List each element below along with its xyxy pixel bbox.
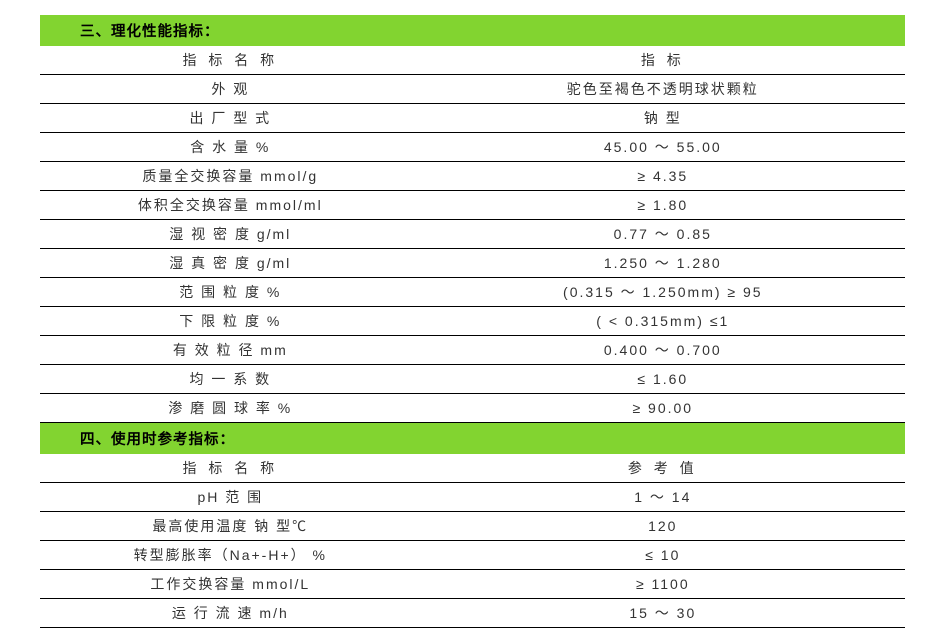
row-value: ≥ 90.00 xyxy=(421,394,905,423)
row-name: pH 范 围 xyxy=(40,483,421,512)
table-row: 体积全交换容量 mmol/ml ≥ 1.80 xyxy=(40,191,905,220)
row-name: 体积全交换容量 mmol/ml xyxy=(40,191,421,220)
row-value: 120 xyxy=(421,512,905,541)
row-value: 15 ～ 30 xyxy=(421,599,905,628)
row-name: 工作交换容量 mmol/L xyxy=(40,570,421,599)
row-name: 湿 真 密 度 g/ml xyxy=(40,249,421,278)
table-row: 湿 视 密 度 g/ml 0.77 ～ 0.85 xyxy=(40,220,905,249)
row-name: 渗 磨 圆 球 率 % xyxy=(40,394,421,423)
row-name: 含 水 量 % xyxy=(40,133,421,162)
row-name: 有 效 粒 径 mm xyxy=(40,336,421,365)
table-header-row: 指 标 名 称 参 考 值 xyxy=(40,454,905,483)
table-row: 出 厂 型 式 钠 型 xyxy=(40,104,905,133)
row-name: 运 行 流 速 m/h xyxy=(40,599,421,628)
table-row: 湿 真 密 度 g/ml 1.250 ～ 1.280 xyxy=(40,249,905,278)
row-value: ≤ 1.60 xyxy=(421,365,905,394)
row-value: ≤ 10 xyxy=(421,541,905,570)
row-value: 45.00 ～ 55.00 xyxy=(421,133,905,162)
table-header-row: 指 标 名 称 指 标 xyxy=(40,46,905,75)
spec-table-container: 三、理化性能指标： 指 标 名 称 指 标 外 观 驼色至褐色不透明球状颗粒 出… xyxy=(40,15,905,628)
row-value: ( < 0.315mm) ≤1 xyxy=(421,307,905,336)
header-name-cell: 指 标 名 称 xyxy=(40,46,421,75)
section-header-3: 三、理化性能指标： xyxy=(40,15,905,46)
row-name: 转型膨胀率（Na+-H+） % xyxy=(40,541,421,570)
header-name-cell: 指 标 名 称 xyxy=(40,454,421,483)
table-row: 有 效 粒 径 mm 0.400 ～ 0.700 xyxy=(40,336,905,365)
row-name: 均 一 系 数 xyxy=(40,365,421,394)
section-title-3: 三、理化性能指标： xyxy=(80,24,220,40)
row-value: ≥ 1.80 xyxy=(421,191,905,220)
row-value: 0.400 ～ 0.700 xyxy=(421,336,905,365)
table-row: 含 水 量 % 45.00 ～ 55.00 xyxy=(40,133,905,162)
table-row: 下 限 粒 度 % ( < 0.315mm) ≤1 xyxy=(40,307,905,336)
row-name: 质量全交换容量 mmol/g xyxy=(40,162,421,191)
usage-reference-table: 指 标 名 称 参 考 值 pH 范 围 1 ～ 14 最高使用温度 钠 型℃ … xyxy=(40,454,905,628)
row-value: ≥ 4.35 xyxy=(421,162,905,191)
header-value-cell: 指 标 xyxy=(421,46,905,75)
table-row: 转型膨胀率（Na+-H+） % ≤ 10 xyxy=(40,541,905,570)
table-row: 渗 磨 圆 球 率 % ≥ 90.00 xyxy=(40,394,905,423)
row-name: 湿 视 密 度 g/ml xyxy=(40,220,421,249)
table-row: 范 围 粒 度 % (0.315 ～ 1.250mm) ≥ 95 xyxy=(40,278,905,307)
table-row: pH 范 围 1 ～ 14 xyxy=(40,483,905,512)
table-row: 质量全交换容量 mmol/g ≥ 4.35 xyxy=(40,162,905,191)
row-name: 下 限 粒 度 % xyxy=(40,307,421,336)
table-row: 最高使用温度 钠 型℃ 120 xyxy=(40,512,905,541)
row-value: 0.77 ～ 0.85 xyxy=(421,220,905,249)
table-row: 均 一 系 数 ≤ 1.60 xyxy=(40,365,905,394)
table-row: 工作交换容量 mmol/L ≥ 1100 xyxy=(40,570,905,599)
row-name: 最高使用温度 钠 型℃ xyxy=(40,512,421,541)
row-value: 1 ～ 14 xyxy=(421,483,905,512)
table-row: 外 观 驼色至褐色不透明球状颗粒 xyxy=(40,75,905,104)
row-value: (0.315 ～ 1.250mm) ≥ 95 xyxy=(421,278,905,307)
section-header-4: 四、使用时参考指标： xyxy=(40,423,905,454)
row-value: ≥ 1100 xyxy=(421,570,905,599)
header-value-cell: 参 考 值 xyxy=(421,454,905,483)
row-name: 范 围 粒 度 % xyxy=(40,278,421,307)
row-value: 钠 型 xyxy=(421,104,905,133)
table-row: 运 行 流 速 m/h 15 ～ 30 xyxy=(40,599,905,628)
row-name: 出 厂 型 式 xyxy=(40,104,421,133)
row-value: 1.250 ～ 1.280 xyxy=(421,249,905,278)
row-value: 驼色至褐色不透明球状颗粒 xyxy=(421,75,905,104)
row-name: 外 观 xyxy=(40,75,421,104)
section-title-4: 四、使用时参考指标： xyxy=(80,432,235,448)
physical-chemical-table: 指 标 名 称 指 标 外 观 驼色至褐色不透明球状颗粒 出 厂 型 式 钠 型… xyxy=(40,46,905,423)
